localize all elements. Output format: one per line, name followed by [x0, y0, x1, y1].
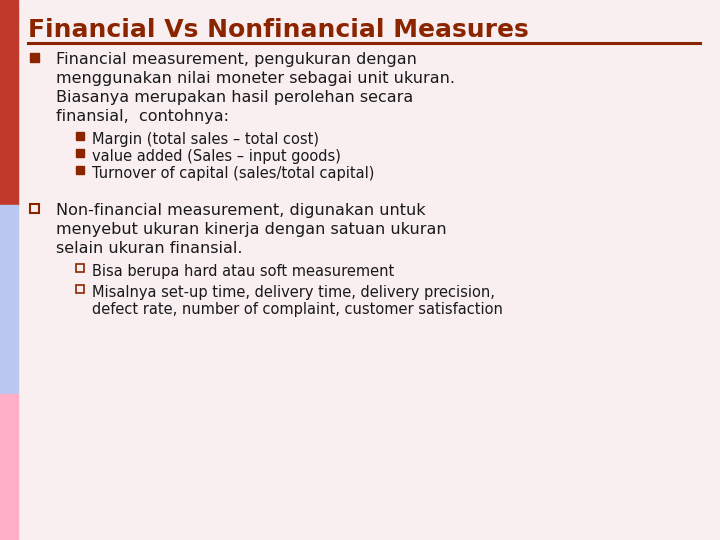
- Text: Non-financial measurement, digunakan untuk: Non-financial measurement, digunakan unt…: [56, 203, 426, 218]
- Bar: [76, 285, 84, 293]
- Text: menggunakan nilai moneter sebagai unit ukuran.: menggunakan nilai moneter sebagai unit u…: [56, 71, 455, 86]
- Text: value added (Sales – input goods): value added (Sales – input goods): [92, 149, 341, 164]
- Bar: [76, 132, 84, 140]
- Bar: [76, 149, 84, 157]
- Bar: [30, 204, 39, 213]
- Bar: [0, 0, 18, 205]
- Bar: [76, 166, 84, 174]
- Text: Bisa berupa hard atau soft measurement: Bisa berupa hard atau soft measurement: [92, 264, 395, 279]
- Text: defect rate, number of complaint, customer satisfaction: defect rate, number of complaint, custom…: [92, 302, 503, 317]
- Text: menyebut ukuran kinerja dengan satuan ukuran: menyebut ukuran kinerja dengan satuan uk…: [56, 222, 446, 237]
- Text: Biasanya merupakan hasil perolehan secara: Biasanya merupakan hasil perolehan secar…: [56, 90, 413, 105]
- Bar: [0, 394, 18, 540]
- Bar: [30, 53, 39, 62]
- Text: Misalnya set-up time, delivery time, delivery precision,: Misalnya set-up time, delivery time, del…: [92, 285, 495, 300]
- Text: Financial measurement, pengukuran dengan: Financial measurement, pengukuran dengan: [56, 52, 417, 67]
- Text: Margin (total sales – total cost): Margin (total sales – total cost): [92, 132, 319, 147]
- Text: finansial,  contohnya:: finansial, contohnya:: [56, 109, 229, 124]
- Bar: [76, 264, 84, 272]
- Text: selain ukuran finansial.: selain ukuran finansial.: [56, 241, 243, 256]
- Text: Financial Vs Nonfinancial Measures: Financial Vs Nonfinancial Measures: [28, 18, 528, 42]
- Bar: [0, 205, 18, 394]
- Text: Turnover of capital (sales/total capital): Turnover of capital (sales/total capital…: [92, 166, 374, 181]
